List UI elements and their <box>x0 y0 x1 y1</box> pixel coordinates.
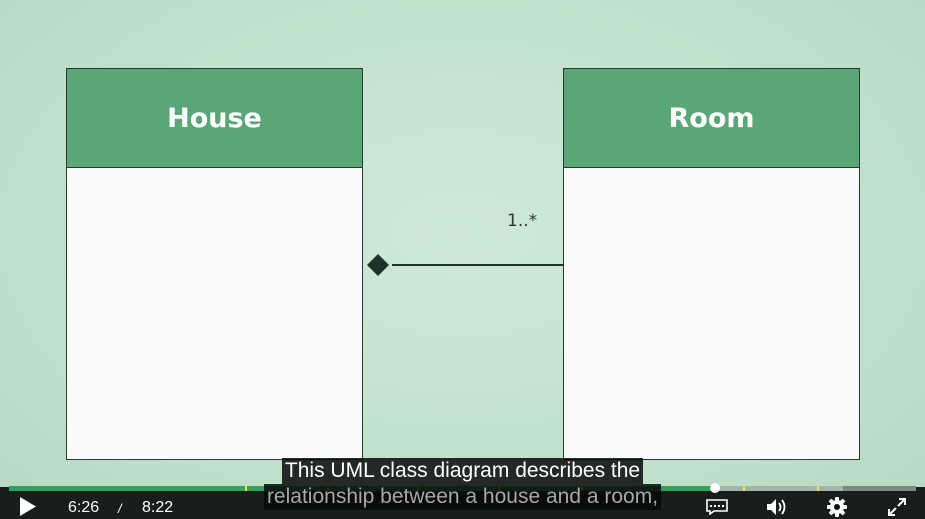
settings-button[interactable] <box>824 494 850 519</box>
class-name-room: Room <box>564 69 859 168</box>
caption-line-1: This UML class diagram describes the <box>281 458 644 484</box>
fullscreen-icon <box>888 497 906 516</box>
volume-icon <box>767 498 786 515</box>
fullscreen-button[interactable] <box>884 494 910 519</box>
captions-button[interactable] <box>704 494 730 519</box>
caption-line-2: relationship between a house and a room, <box>263 484 662 510</box>
uml-class-house: House <box>66 68 363 460</box>
chapter-marker[interactable] <box>817 486 819 491</box>
class-name-house: House <box>67 69 362 168</box>
scrub-handle[interactable] <box>709 483 720 493</box>
chapter-marker[interactable] <box>245 486 247 491</box>
settings-icon <box>827 496 847 517</box>
composition-line <box>392 264 563 266</box>
caption-area: This UML class diagram describes the rel… <box>0 458 925 510</box>
chapter-marker[interactable] <box>743 486 745 491</box>
buffered-range <box>714 486 844 491</box>
captions-icon <box>706 498 728 515</box>
time-separator: / <box>118 501 122 516</box>
volume-button[interactable] <box>764 494 790 519</box>
uml-class-room: Room <box>563 68 860 460</box>
play-button[interactable] <box>14 494 42 519</box>
current-time: 6:26 <box>68 499 100 516</box>
composition-diamond-icon <box>367 254 389 276</box>
play-icon <box>20 497 36 516</box>
duration: 8:22 <box>142 499 174 516</box>
multiplicity-label: 1..* <box>507 211 538 231</box>
